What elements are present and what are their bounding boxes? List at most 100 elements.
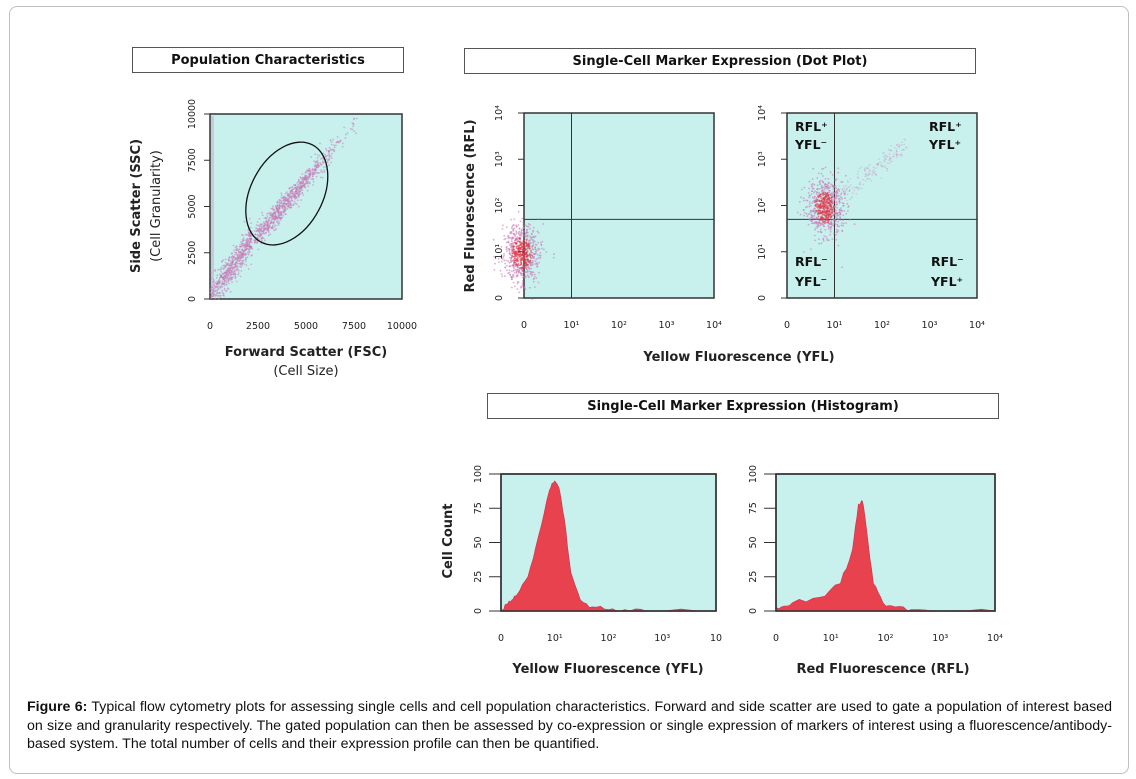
population-dot [294, 184, 297, 187]
histogram-rfl-area [775, 500, 996, 612]
dot-plot-positive-dot [802, 251, 805, 253]
population-dot [250, 222, 253, 225]
dot-plot-positive-dot [807, 192, 810, 194]
population-dot [237, 250, 240, 253]
population-dot [335, 144, 337, 147]
dot-plot-negative-dot [510, 286, 513, 289]
population-dot [210, 293, 213, 296]
dot-plot-positive-tail-dot [845, 185, 847, 187]
dot-plot-positive-dot [829, 228, 832, 231]
dot-plot-negative-dot [534, 250, 537, 253]
population-dot [337, 140, 340, 143]
dot-plot-negative-dot [519, 238, 521, 241]
dot-plot-positive-tail-dot [881, 164, 884, 167]
x-tick-label: 2500 [246, 321, 270, 332]
population-dot [330, 143, 333, 146]
dot-plot-positive-dot [836, 203, 838, 206]
dot-plot-positive-dot [849, 218, 851, 221]
dot-plot-positive-dot [817, 203, 820, 206]
dot-plot-positive-dot [817, 224, 819, 226]
population-dot [248, 250, 251, 253]
dot-plot-negative-dot [539, 254, 542, 257]
dot-plot-negative-dot [535, 262, 538, 265]
dot-plot-positive-dot [848, 190, 851, 192]
dot-plot-positive-dot [813, 207, 816, 210]
dot-plot-negative-dot [529, 259, 532, 262]
dot-plot-positive-dot [796, 211, 799, 214]
population-dot [265, 216, 267, 219]
dot-plot-positive-tail-dot [891, 155, 894, 158]
dot-plot-negative-dot [534, 286, 536, 288]
dot-plot-negative-dot [505, 248, 508, 251]
population-dot [249, 237, 251, 240]
population-dot [319, 142, 321, 145]
population-dot [274, 224, 277, 227]
dot-plot-positive-dot [824, 166, 827, 169]
dot-plot-positive-tail-dot [889, 157, 891, 160]
dot-plot-positive-dot [842, 214, 845, 217]
population-dot [278, 222, 281, 225]
population-dot [306, 182, 309, 185]
dot-plot-negative-dot [538, 261, 540, 264]
population-dot [297, 205, 300, 208]
population-dot [234, 246, 237, 249]
dot-plot-positive-dot [822, 223, 825, 226]
dot-plot-negative-dot [514, 252, 516, 254]
dot-plot-negative-dot [522, 266, 524, 269]
population-dot [245, 256, 247, 259]
dot-plot-negative-dot [510, 227, 513, 230]
dot-plot-positive-dot [834, 223, 837, 226]
dot-plot-negative-dot [524, 233, 527, 235]
dot-plot-positive-tail-dot [871, 174, 874, 176]
dot-plot-positive-tail-dot [864, 179, 867, 182]
population-axis-band [211, 116, 214, 297]
dot-plot-positive-dot [816, 184, 819, 187]
population-dot [288, 199, 291, 202]
dot-plot-positive-tail-dot [895, 152, 897, 154]
population-dot [277, 224, 280, 227]
dot-plot-negative-dot [537, 257, 539, 260]
population-dot [319, 162, 321, 164]
dot-plot-positive-dot [843, 210, 846, 212]
dot-plot-negative-dot [526, 274, 529, 276]
dot-plot-negative-dot [530, 251, 533, 254]
population-dot [277, 209, 279, 212]
dot-plot-negative-dot [511, 225, 514, 228]
dot-plot-negative-dot [518, 270, 521, 273]
dot-plot-positive-dot [829, 186, 831, 188]
dot-plot-positive-tail-dot [857, 186, 859, 189]
population-dot [310, 156, 313, 159]
dot-plot-negative-dot [500, 273, 503, 275]
dot-plot-negative-dot [517, 210, 520, 213]
dot-plot-positive-tail-dot [839, 194, 842, 196]
histogram-yfl-y-tick-label: 50 [473, 536, 484, 548]
dot-plot-positive-dot [807, 213, 810, 216]
population-dot [230, 273, 232, 276]
dot-plot-positive-dot [816, 191, 819, 194]
population-dot [278, 206, 281, 209]
population-dot [282, 210, 285, 213]
dot-plot-positive-dot [822, 167, 825, 170]
dot-plot-positive-dot [820, 231, 823, 234]
dot-plot-negative-dot [527, 263, 529, 266]
dot-plot-positive-tail-dot [875, 174, 878, 176]
population-dot [286, 199, 289, 202]
dot-plot-positive-tail-dot [889, 156, 891, 158]
dot-plot-positive-dot [830, 218, 832, 221]
population-dot [234, 253, 236, 256]
dot-plot-negative-dot [506, 264, 508, 267]
population-dot [313, 160, 315, 163]
dot-plot-positive-dot [832, 191, 835, 194]
dot-plot-positive-dot [809, 248, 812, 251]
dot-plot-negative-dot [527, 225, 530, 228]
population-dot [232, 271, 235, 274]
dot-plot-negative-dot [520, 262, 523, 265]
dot-plot-positive-dot [836, 228, 838, 231]
dot-plot-negative-dot [516, 240, 519, 243]
population-dot [328, 157, 331, 159]
dot-plot-negative-dot [516, 268, 518, 271]
dot-plot-positive-dot [814, 190, 816, 193]
dot-plot-positive-dot [842, 224, 844, 227]
dot-plot-negative-dot [498, 261, 500, 263]
population-dot [227, 287, 229, 290]
